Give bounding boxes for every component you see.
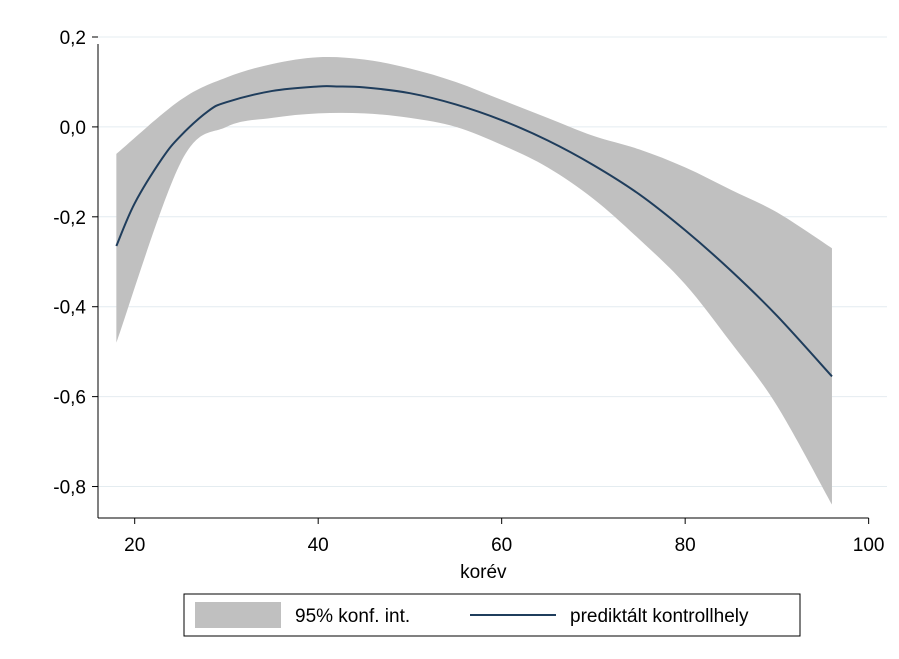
legend-band-swatch <box>195 602 281 628</box>
legend-line-label: prediktált kontrollhely <box>570 606 749 627</box>
y-tick-label: -0,2 <box>53 208 86 229</box>
prediction-line <box>115 85 833 378</box>
axes: 0,2 0,0 -0,2 -0,4 -0,6 -0,8 20 40 60 80 100 <box>53 28 884 556</box>
y-tick-label: -0,6 <box>53 388 86 409</box>
legend-band-label: 95% konf. int. <box>295 606 410 627</box>
x-tick-label: 60 <box>491 535 512 556</box>
confidence-band-layer <box>116 56 832 505</box>
y-tick-label: -0,8 <box>53 478 86 499</box>
x-axis-label: korév <box>460 562 507 583</box>
x-tick-label: 80 <box>675 535 696 556</box>
x-tick-label: 40 <box>308 535 329 556</box>
y-tick-label: 0,0 <box>60 118 86 139</box>
y-tick-label: -0,4 <box>53 298 86 319</box>
grid-lines <box>98 36 887 488</box>
x-tick-label: 100 <box>853 535 885 556</box>
prediction-line-layer <box>115 85 833 378</box>
x-tick-label: 20 <box>124 535 145 556</box>
confidence-band <box>116 56 832 505</box>
y-tick-label: 0,2 <box>60 28 86 49</box>
legend: 95% konf. int. prediktált kontrollhely <box>183 593 801 637</box>
